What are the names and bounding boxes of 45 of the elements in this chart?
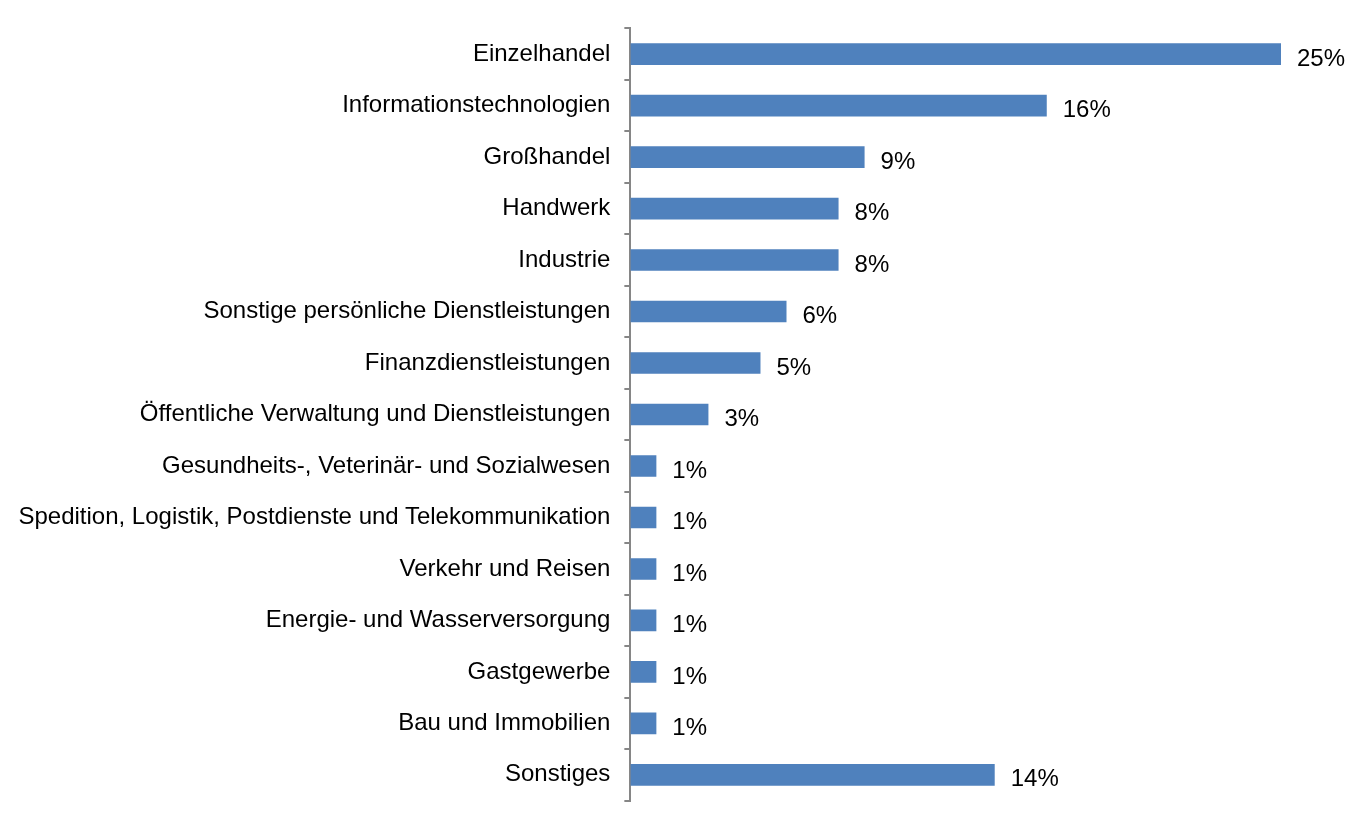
data-label: 1% [672, 455, 708, 483]
y-tick-label: Sonstige persönliche Dienstleistungen [203, 296, 611, 324]
data-label: 8% [854, 249, 890, 277]
bar [630, 352, 761, 374]
data-label: 1% [672, 713, 708, 741]
bar [630, 661, 657, 683]
bar [630, 146, 865, 168]
bar [630, 300, 787, 323]
y-tick-label: Bau und Immobilien [398, 708, 611, 736]
data-label: 16% [1062, 95, 1111, 123]
y-tick-label: Öffentliche Verwaltung und Dienstleistungen [139, 399, 611, 427]
bar [630, 94, 1047, 117]
bar [630, 197, 839, 220]
data-label: 1% [672, 558, 708, 586]
bar [630, 249, 839, 271]
data-label: 1% [672, 610, 708, 638]
data-label: 5% [776, 352, 812, 380]
data-label: 6% [802, 301, 838, 329]
bar [630, 558, 657, 580]
bar [630, 506, 657, 529]
y-tick-label: Verkehr und Reisen [399, 553, 611, 581]
y-tick-label: Handwerk [502, 193, 612, 221]
bar [630, 455, 657, 477]
bar [630, 764, 995, 786]
data-label: 1% [672, 507, 708, 535]
y-tick-label: Spedition, Logistik, Postdienste und Telekommunikation [18, 502, 611, 530]
bar [630, 712, 657, 735]
y-tick-label: Informationstechnologien [342, 90, 611, 118]
data-label: 25% [1297, 43, 1346, 71]
bar [630, 43, 1281, 65]
bar [630, 403, 709, 426]
data-label: 8% [854, 198, 890, 226]
y-tick-label: Großhandel [483, 141, 611, 169]
y-tick-label: Einzelhandel [472, 38, 611, 66]
bar [630, 609, 657, 632]
y-tick-label: Gesundheits-, Veterinär- und Sozialwesen [162, 450, 611, 478]
data-label: 9% [880, 146, 916, 174]
data-label: 14% [1010, 764, 1059, 792]
data-label: 3% [724, 404, 760, 432]
y-tick-label: Industrie [518, 244, 611, 272]
y-tick-label: Energie- und Wasserversorgung [265, 605, 611, 633]
data-label: 1% [672, 661, 708, 689]
y-tick-label: Gastgewerbe [467, 656, 611, 684]
y-tick-label: Finanzdienstleistungen [364, 347, 611, 375]
y-tick-label: Sonstiges [504, 759, 611, 787]
